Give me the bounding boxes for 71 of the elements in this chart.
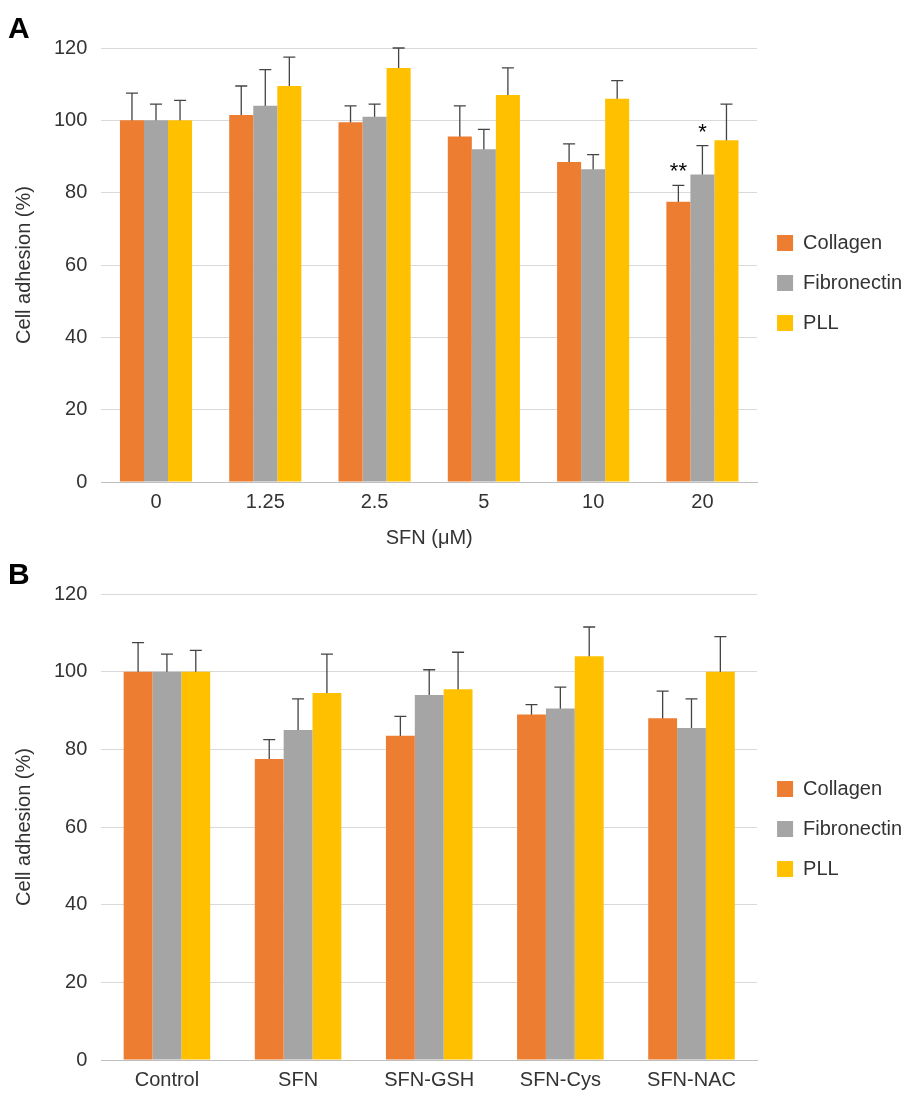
x-tick-label: 1.25 [245,489,285,512]
bar [119,120,144,482]
x-tick-label: 2.5 [360,489,389,512]
bar [181,671,211,1060]
y-tick-label: 80 [65,180,88,203]
bar [471,149,496,482]
bar [229,114,254,482]
bar [495,95,520,482]
chart-title: A [8,11,30,45]
y-tick-label: 60 [65,252,88,275]
bar [545,708,575,1060]
bar [253,105,278,482]
y-tick-label: 80 [65,736,88,759]
bar [677,727,706,1060]
chart-title: B [8,557,30,591]
bar [277,85,302,482]
y-tick-label: 20 [65,397,88,420]
legend-label: Collagen [803,230,883,253]
bar [517,714,546,1060]
bar [574,656,604,1060]
x-tick-label: SFN-NAC [647,1067,736,1090]
bar [152,671,182,1060]
bar [254,759,284,1060]
bar [648,718,678,1060]
x-axis-title: SFN (μM) [385,525,473,548]
bar [143,120,169,482]
y-tick-label: 100 [53,659,88,682]
bar [581,169,606,482]
y-tick-label: 100 [53,107,88,130]
x-tick-label: SFN-Cys [519,1067,601,1090]
legend-label: Fibronectin [803,270,902,293]
legend-label: Collagen [803,776,883,799]
bar [666,201,691,482]
legend-label: PLL [803,310,839,333]
x-tick-label: 0 [150,489,162,512]
y-tick-label: 0 [76,469,88,492]
x-tick-label: SFN-GSH [384,1067,475,1090]
y-axis-title: Cell adhesion (%) [11,748,34,906]
y-tick-label: 20 [65,969,88,992]
bar [414,694,444,1060]
bar [338,122,363,482]
legend-label: Fibronectin [803,816,902,839]
bar [443,689,473,1060]
x-tick-label: SFN [278,1067,319,1090]
x-tick-label: 20 [691,489,714,512]
annotation: * [698,118,708,144]
bar [168,120,193,482]
legend-label: PLL [803,856,839,879]
y-tick-label: 40 [65,324,88,347]
x-tick-label: 5 [478,489,490,512]
bar [557,161,582,482]
y-tick-label: 120 [53,581,88,604]
bar [123,671,153,1060]
bar [447,136,472,482]
bar [385,735,415,1060]
bar [283,729,313,1060]
bar [312,693,342,1060]
annotation: ** [669,158,688,184]
bar [714,140,739,482]
x-tick-label: Control [134,1067,200,1090]
y-tick-label: 120 [53,35,88,58]
bar [386,67,411,482]
y-tick-label: 40 [65,892,88,915]
bar [605,98,630,482]
bar [362,116,387,482]
y-axis-title: Cell adhesion (%) [11,186,34,344]
x-tick-label: 10 [582,489,605,512]
y-tick-label: 0 [76,1047,88,1070]
y-tick-label: 60 [65,814,88,837]
bar [705,671,735,1060]
bar [690,174,715,482]
